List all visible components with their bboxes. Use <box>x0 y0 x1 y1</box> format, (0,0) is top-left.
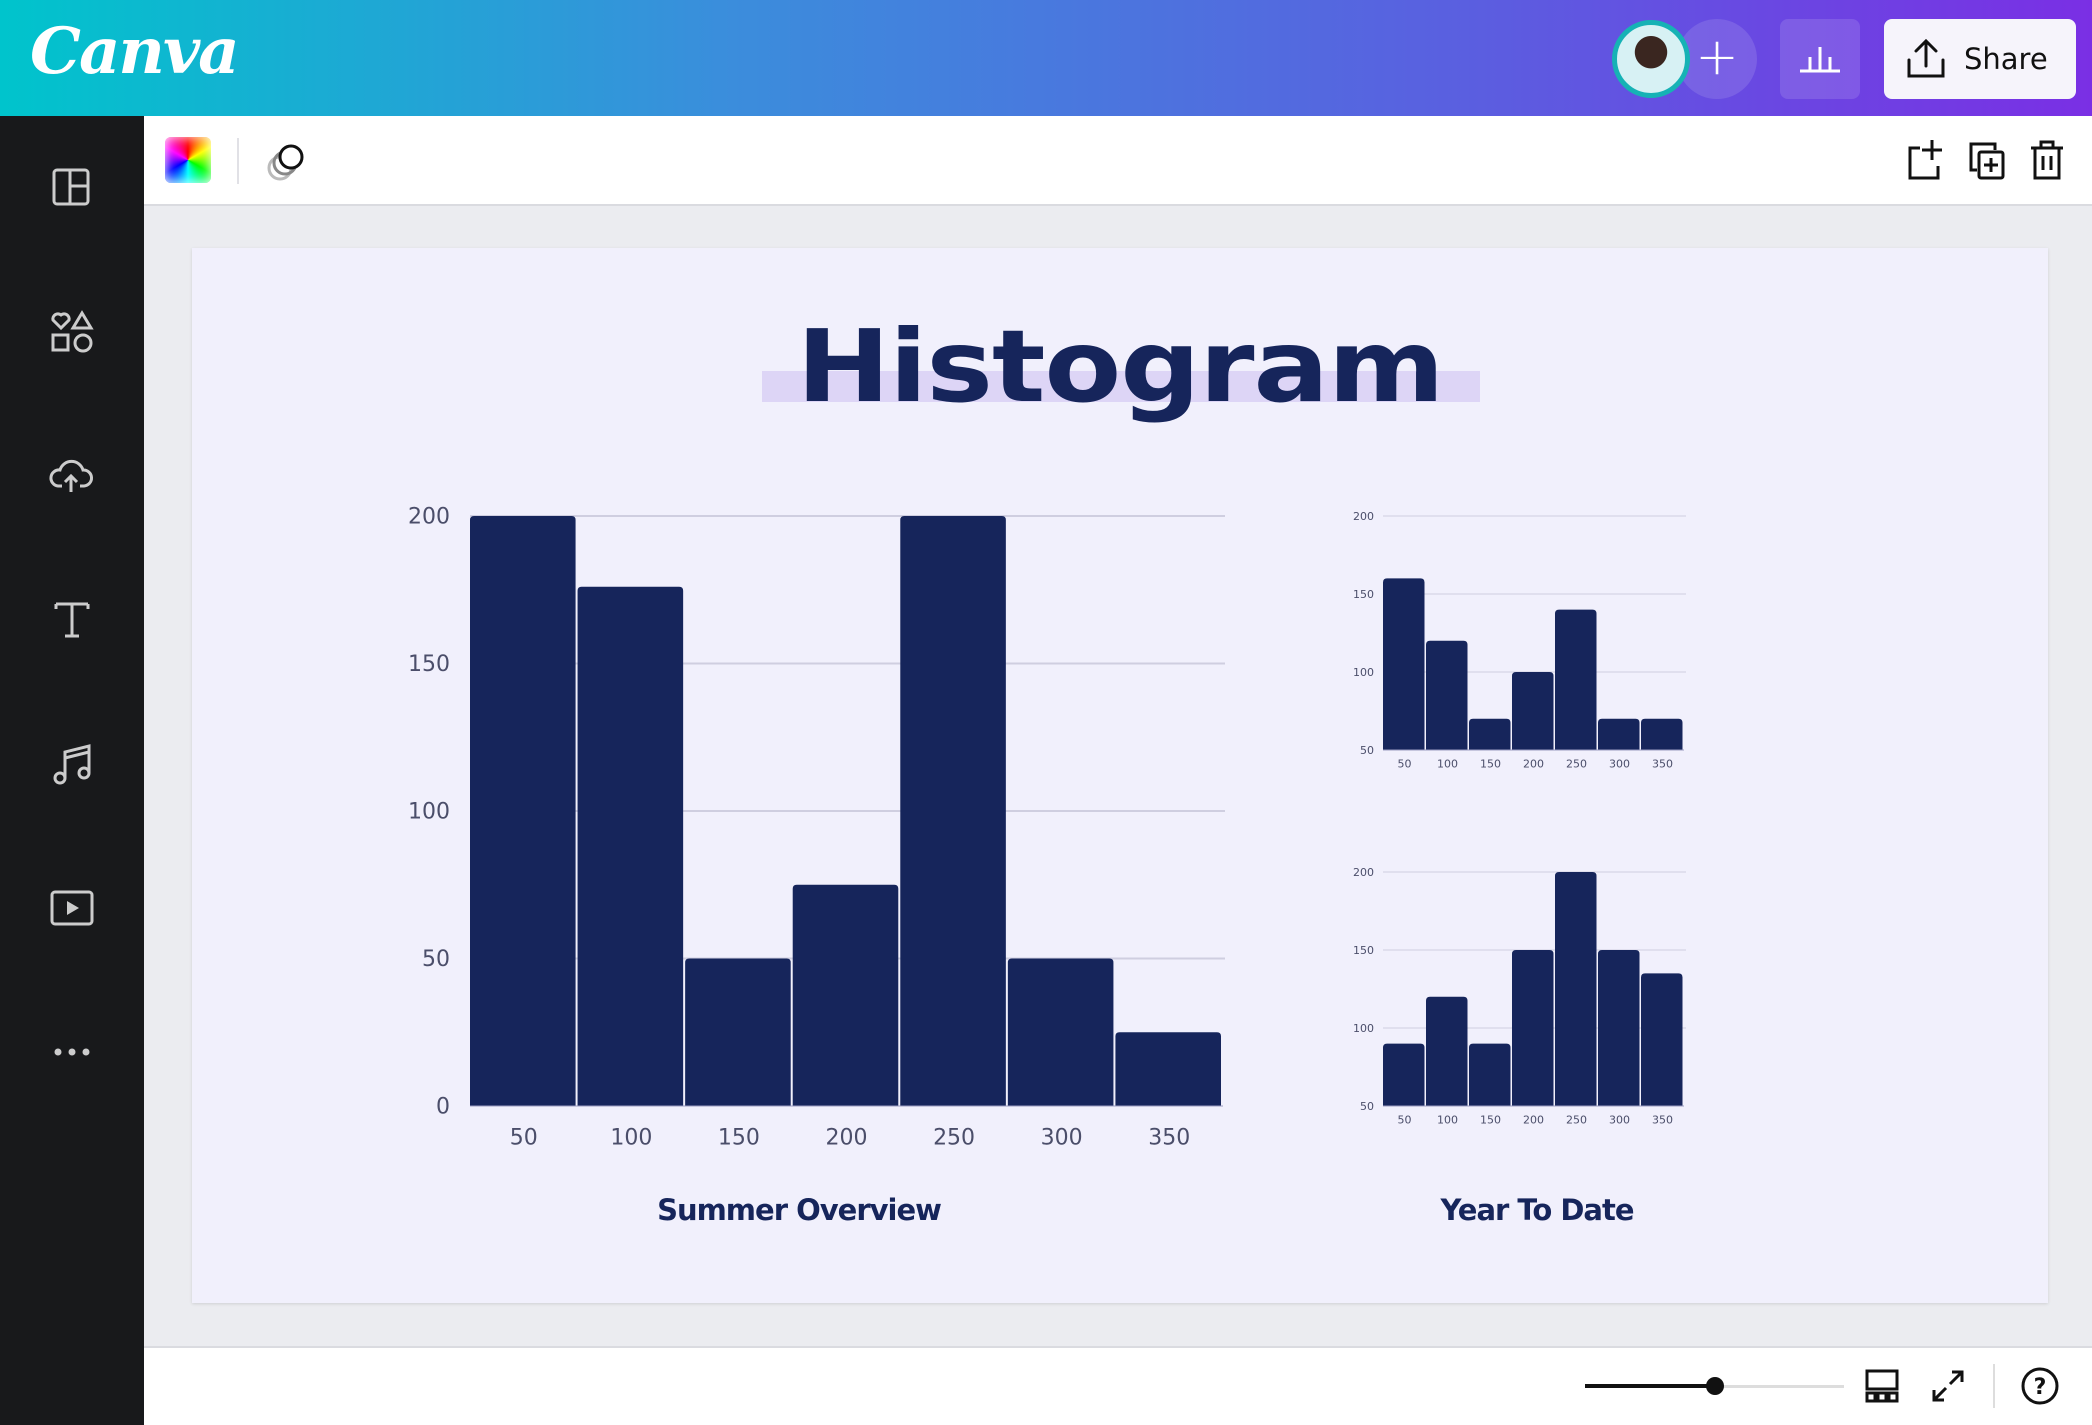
histogram-bar <box>1383 1043 1425 1106</box>
text-icon[interactable] <box>48 596 96 644</box>
histogram-bar <box>685 958 791 1106</box>
x-tick-label: 50 <box>1398 758 1412 771</box>
histogram-bar <box>792 884 899 1106</box>
x-tick-label: 150 <box>718 1126 760 1151</box>
side-chart-caption[interactable]: Year To Date <box>1440 1193 1634 1227</box>
design-page[interactable]: Histogram 0 50 100 150 200 50 100 150 200 250 300 3… <box>192 248 2048 1303</box>
audio-icon[interactable] <box>48 740 96 788</box>
histogram-bar <box>1641 718 1683 750</box>
zoom-slider-handle[interactable] <box>1705 1377 1724 1395</box>
x-tick-label: 100 <box>1437 1114 1458 1127</box>
share-button[interactable]: Share <box>1884 19 2076 99</box>
title-highlight <box>762 371 1480 402</box>
x-tick-label: 350 <box>1652 758 1673 771</box>
add-page-icon[interactable] <box>1906 138 1944 182</box>
x-tick-label: 150 <box>1480 758 1501 771</box>
x-tick-label: 100 <box>610 1126 652 1151</box>
bottom-divider <box>1993 1364 1995 1408</box>
y-tick-label: 0 <box>436 1095 450 1120</box>
histogram-bar <box>1641 973 1683 1106</box>
duplicate-page-icon[interactable] <box>1967 140 2007 182</box>
histogram-bar <box>1469 1043 1511 1106</box>
x-tick-label: 350 <box>1148 1126 1190 1151</box>
x-tick-label: 150 <box>1480 1114 1501 1127</box>
insights-button[interactable] <box>1780 19 1860 99</box>
x-tick-label: 250 <box>933 1126 975 1151</box>
bar-chart-icon <box>1800 47 1840 73</box>
histogram-bar <box>1598 950 1640 1106</box>
add-collaborator-button[interactable]: + <box>1677 19 1757 99</box>
x-tick-label: 200 <box>1523 758 1544 771</box>
y-tick-label: 200 <box>408 505 450 530</box>
histogram-bar <box>1007 958 1114 1106</box>
upload-icon[interactable] <box>48 452 96 500</box>
y-tick-label: 200 <box>1353 866 1374 879</box>
share-label: Share <box>1964 42 2048 76</box>
page-title[interactable]: Histogram <box>796 308 1445 425</box>
histogram-bar <box>900 516 1006 1106</box>
histogram-bar <box>1512 672 1554 750</box>
y-tick-label: 200 <box>1353 510 1374 523</box>
histogram-bar <box>470 516 576 1106</box>
bottom-bar: ? <box>144 1346 2092 1425</box>
more-icon[interactable] <box>48 1028 96 1076</box>
help-icon[interactable]: ? <box>2020 1366 2060 1406</box>
transparency-icon[interactable] <box>264 138 314 186</box>
y-tick-label: 150 <box>1353 588 1374 601</box>
histogram-charts[interactable]: 0 50 100 150 200 50 100 150 200 250 300 350 50 100 150… <box>192 248 2048 1303</box>
elements-icon[interactable] <box>48 308 96 356</box>
x-tick-label: 350 <box>1652 1114 1673 1127</box>
sidebar <box>0 116 144 1425</box>
color-picker-button[interactable] <box>165 137 211 183</box>
x-tick-label: 250 <box>1566 1114 1587 1127</box>
zoom-slider-fill <box>1585 1384 1715 1388</box>
histogram-bar <box>1469 718 1511 750</box>
x-tick-label: 250 <box>1566 758 1587 771</box>
upload-share-icon <box>1907 38 1945 78</box>
histogram-bar <box>1426 640 1468 750</box>
x-tick-label: 100 <box>1437 758 1458 771</box>
avatar[interactable] <box>1612 20 1690 98</box>
grid-view-icon[interactable] <box>1864 1368 1900 1404</box>
histogram-bar <box>1426 996 1468 1106</box>
layout-icon[interactable] <box>48 164 96 212</box>
y-tick-label: 100 <box>408 800 450 825</box>
histogram-bar <box>1383 578 1425 750</box>
y-tick-label: 100 <box>1353 666 1374 679</box>
y-tick-label: 150 <box>408 652 450 677</box>
histogram-bar <box>1512 950 1554 1106</box>
x-tick-label: 300 <box>1609 1114 1630 1127</box>
histogram-bar <box>1555 872 1597 1106</box>
top-bar: Canva + Share <box>0 0 2092 116</box>
toolbar-divider <box>237 138 239 184</box>
histogram-bar <box>1598 718 1640 750</box>
main-chart-caption[interactable]: Summer Overview <box>657 1193 942 1227</box>
histogram-bar <box>577 586 684 1106</box>
video-icon[interactable] <box>48 884 96 932</box>
y-tick-label: 50 <box>422 947 450 972</box>
editor-toolbar <box>144 116 2092 206</box>
x-tick-label: 300 <box>1609 758 1630 771</box>
y-tick-label: 100 <box>1353 1022 1374 1035</box>
x-tick-label: 50 <box>1398 1114 1412 1127</box>
histogram-bar <box>1555 609 1597 750</box>
x-tick-label: 200 <box>1523 1114 1544 1127</box>
canva-logo[interactable]: Canva <box>30 14 240 89</box>
histogram-bar <box>1115 1032 1221 1106</box>
svg-text:?: ? <box>2034 1375 2047 1400</box>
y-tick-label: 50 <box>1360 744 1374 757</box>
x-tick-label: 50 <box>510 1126 538 1151</box>
y-tick-label: 50 <box>1360 1100 1374 1113</box>
delete-page-icon[interactable] <box>2028 138 2066 182</box>
x-tick-label: 200 <box>826 1126 868 1151</box>
y-tick-label: 150 <box>1353 944 1374 957</box>
fullscreen-icon[interactable] <box>1930 1368 1966 1404</box>
x-tick-label: 300 <box>1041 1126 1083 1151</box>
